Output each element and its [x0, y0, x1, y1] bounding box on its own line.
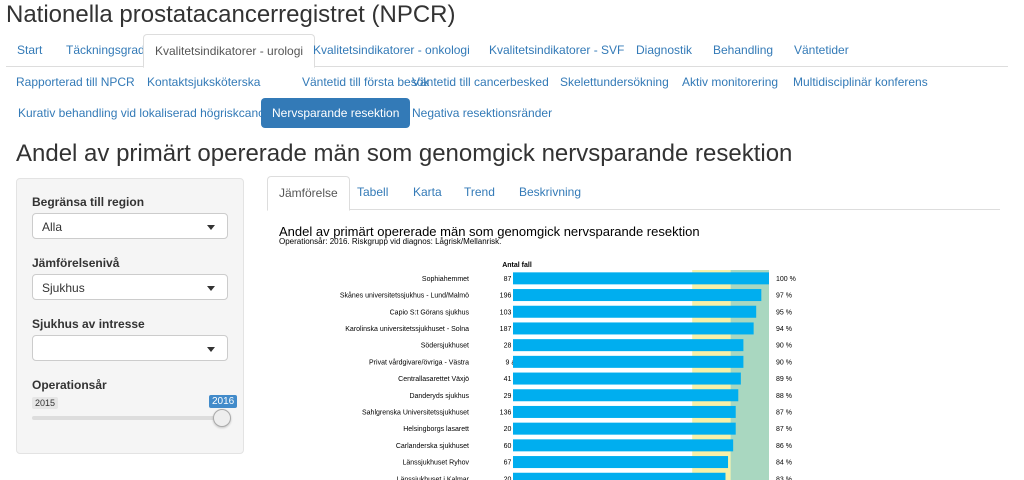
tab-diagnostik[interactable]: Diagnostik — [636, 43, 693, 57]
subtab-aktiv-monitorering[interactable]: Aktiv monitorering — [682, 75, 779, 89]
chart-tab-trend[interactable]: Trend — [464, 185, 495, 199]
region-label: Begränsa till region — [32, 195, 145, 209]
bar — [513, 439, 734, 452]
main-tabs: Start Täckningsgrad Kvalitetsindikatorer -… — [6, 34, 1008, 68]
chart-tab-tabell[interactable]: Tabell — [357, 185, 389, 199]
category-label: Sophiahemmet — [422, 276, 469, 283]
subtab-kurativ-behandling-vid-lokaliserad-hogriskcancer[interactable]: Kurativ behandling vid lokaliserad högri… — [18, 106, 275, 120]
tab-start[interactable]: Start — [17, 43, 43, 57]
category-label: Helsingborgs lasarett — [403, 426, 469, 433]
count-column-header: Antal fall — [502, 262, 532, 269]
bar — [513, 456, 729, 469]
subtab-multidisciplinar-konferens[interactable]: Multidisciplinär konferens — [793, 75, 928, 89]
bar — [513, 422, 736, 435]
bar — [513, 272, 769, 285]
bar — [513, 472, 726, 480]
value-label: 87 % — [776, 426, 792, 433]
tab-kvalitetsindikatorer-onkologi[interactable]: Kvalitetsindikatorer - onkologi — [313, 43, 470, 57]
region-select[interactable]: Alla — [32, 213, 228, 239]
filter-sidebar: Begränsa till region Alla Jämförelsenivå… — [16, 178, 244, 454]
value-label: 83 % — [776, 476, 792, 480]
value-label: 97 % — [776, 293, 792, 300]
chart-tab-karta[interactable]: Karta — [413, 185, 442, 199]
hospital-select[interactable] — [32, 335, 228, 361]
bar — [513, 355, 744, 368]
category-label: Centrallasarettet Växjö — [398, 376, 469, 383]
category-label: Danderyds sjukhus — [409, 393, 469, 400]
value-label: 86 % — [776, 443, 792, 450]
subtab-nervsparande-resektion[interactable]: Nervsparande resektion — [261, 98, 411, 128]
value-label: 90 % — [776, 343, 792, 350]
subtab-negativa-resektionsrander[interactable]: Negativa resektionsränder — [412, 106, 553, 120]
value-label: 89 % — [776, 376, 792, 383]
subtab-vantetid-till-cancerbesked[interactable]: Väntetid till cancerbesked — [412, 75, 549, 89]
caret-down-icon — [207, 347, 215, 352]
subtab-skelettundersokning[interactable]: Skelettundersökning — [560, 75, 669, 89]
year-slider-handle[interactable] — [213, 409, 231, 427]
category-label: Privat vårdgivare/övriga - Västra — [369, 358, 469, 366]
bar — [513, 372, 741, 385]
hospital-label: Sjukhus av intresse — [32, 317, 145, 331]
chart-tabs: Jämförelse Tabell Karta Trend Beskrivning — [267, 176, 1000, 211]
year-label: Operationsår — [32, 378, 107, 392]
value-label: 87 % — [776, 409, 792, 416]
value-label: 100 % — [776, 276, 796, 283]
value-label: 95 % — [776, 309, 792, 316]
bar — [513, 405, 736, 418]
year-slider-track[interactable] — [32, 416, 227, 420]
tab-vantetider[interactable]: Väntetider — [794, 43, 849, 57]
chart-tab-jamforelse[interactable]: Jämförelse — [267, 176, 350, 211]
category-label: Carlanderska sjukhuset — [396, 443, 469, 450]
value-label: 84 % — [776, 460, 792, 467]
chart-tab-beskrivning[interactable]: Beskrivning — [519, 185, 582, 199]
region-select-value: Alla — [42, 220, 63, 234]
value-label: 90 % — [776, 359, 792, 366]
category-label: Södersjukhuset — [421, 343, 469, 350]
chart-title: Andel av primärt opererade män som genom… — [279, 224, 700, 239]
value-label: 94 % — [776, 326, 792, 333]
level-select[interactable]: Sjukhus — [32, 274, 228, 300]
tab-behandling[interactable]: Behandling — [713, 43, 774, 57]
bar — [513, 289, 762, 302]
caret-down-icon — [207, 225, 215, 230]
bar — [513, 339, 744, 352]
page-title: Andel av primärt opererade män som genom… — [16, 140, 793, 167]
tab-kvalitetsindikatorer-urologi[interactable]: Kvalitetsindikatorer - urologi — [143, 34, 316, 68]
chart-subtitle: Operationsår: 2016. Riskgrupp vid diagno… — [279, 237, 502, 246]
category-label: Sahlgrenska Universitetssjukhuset — [362, 409, 469, 416]
year-min-label: 2015 — [32, 397, 59, 409]
bar — [513, 389, 739, 402]
tab-tackningsgrad[interactable]: Täckningsgrad — [66, 43, 145, 57]
subtab-rapporterad-till-npcr[interactable]: Rapporterad till NPCR — [16, 75, 135, 89]
subtab-vantetid-till-forsta-besok[interactable]: Väntetid till första besök — [302, 75, 430, 89]
level-select-value: Sjukhus — [42, 281, 85, 295]
category-label: Capio S:t Görans sjukhus — [390, 309, 470, 316]
year-max-label: 2016 — [209, 395, 238, 408]
bar — [513, 305, 757, 318]
app-title: Nationella prostatacancerregistret (NPCR… — [6, 1, 456, 28]
level-label: Jämförelsenivå — [32, 256, 120, 270]
bar — [513, 322, 754, 335]
subtab-kontaktsjukskoterska[interactable]: Kontaktsjuksköterska — [147, 75, 261, 89]
category-label: Skånes universitetssjukhus - Lund/Malmö — [340, 292, 469, 300]
category-label: Länssjukhuset Ryhov — [402, 460, 469, 467]
caret-down-icon — [207, 286, 215, 291]
category-label: Karolinska universitetssjukhuset - Solna — [345, 326, 469, 333]
category-label: Länssjukhuset i Kalmar — [397, 476, 470, 480]
value-label: 88 % — [776, 393, 792, 400]
tab-kvalitetsindikatorer-svf[interactable]: Kvalitetsindikatorer - SVF — [489, 43, 625, 57]
